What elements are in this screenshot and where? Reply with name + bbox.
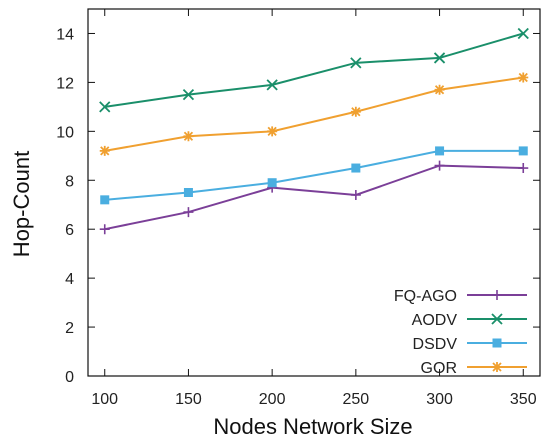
data-point-aodv: [182, 88, 195, 101]
y-tick-label: 4: [65, 271, 74, 288]
legend-label-gor: GOR: [421, 360, 457, 377]
legend-label-dsdv: DSDV: [413, 336, 458, 353]
y-tick-label: 0: [65, 369, 74, 386]
y-axis-title: Hop-Count: [9, 151, 34, 257]
data-point-aodv: [350, 57, 362, 69]
data-point-dsdv: [518, 146, 528, 156]
data-point-dsdv: [100, 195, 110, 205]
data-point-fq-ago: [99, 224, 110, 235]
data-point-aodv: [517, 27, 529, 40]
legend-label-aodv: AODV: [412, 312, 458, 329]
data-point-gor: [518, 72, 529, 83]
y-tick-label: 8: [65, 173, 74, 190]
data-point-dsdv: [435, 146, 445, 156]
data-point-dsdv: [351, 163, 361, 173]
y-tick-label: 10: [56, 124, 74, 141]
x-axis-title: Nodes Network Size: [213, 414, 412, 439]
y-tick-label: 12: [56, 75, 74, 92]
data-point-aodv: [99, 101, 111, 113]
data-point-fq-ago: [350, 189, 361, 200]
legend-marker-gor: [492, 362, 502, 372]
data-point-gor: [99, 145, 110, 156]
data-point-aodv: [433, 52, 446, 64]
data-point-aodv: [266, 79, 278, 91]
data-point-fq-ago: [434, 160, 445, 171]
plot-frame: [87, 8, 541, 377]
series-line-gor: [104, 76, 524, 152]
legend: FQ-AGO AODV DSDV GOR: [394, 288, 527, 377]
data-point-gor: [267, 126, 278, 137]
data-point-fq-ago: [183, 207, 194, 218]
data-point-gor: [183, 131, 194, 142]
series-dsdv: [100, 146, 528, 205]
series-line-fq-ago: [104, 164, 524, 231]
data-point-fq-ago: [518, 163, 529, 174]
y-tick-label: 2: [65, 320, 74, 337]
data-point-gor: [434, 84, 445, 95]
x-tick-label: 150: [175, 391, 202, 408]
series-aodv: [99, 27, 529, 113]
legend-marker-aodv: [491, 313, 503, 325]
data-point-gor: [350, 106, 361, 117]
data-point-dsdv: [267, 178, 277, 188]
x-tick-label: 200: [259, 391, 286, 408]
series-line-dsdv: [104, 149, 524, 201]
x-tick-label: 350: [510, 391, 537, 408]
legend-marker-dsdv: [492, 338, 502, 348]
x-tick-label: 100: [91, 391, 118, 408]
y-tick-label: 14: [56, 26, 74, 43]
y-tick-label: 6: [65, 222, 74, 239]
legend-marker-fq-ago: [492, 290, 502, 300]
series-gor: [99, 72, 529, 156]
legend-label-fq-ago: FQ-AGO: [394, 288, 457, 305]
data-point-dsdv: [183, 188, 193, 197]
series-fq-ago: [99, 160, 529, 235]
x-tick-label: 250: [343, 391, 370, 408]
x-tick-label: 300: [426, 391, 453, 408]
series-line-aodv: [104, 32, 524, 108]
